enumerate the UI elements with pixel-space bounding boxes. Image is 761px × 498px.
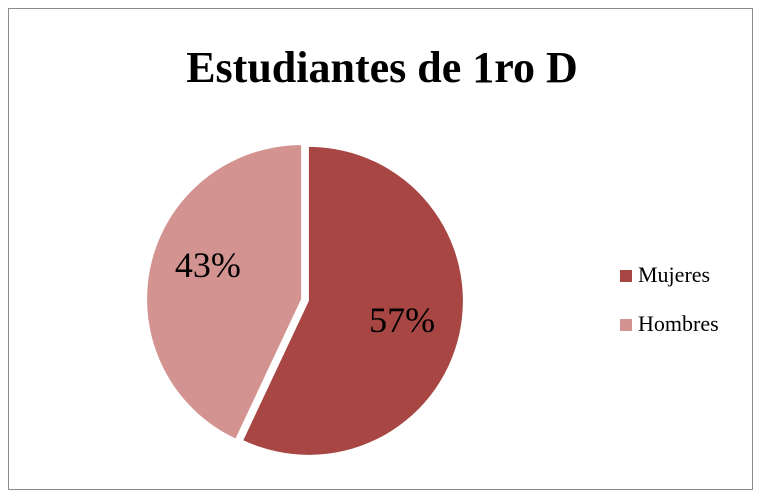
legend-swatch	[620, 270, 632, 282]
legend-label: Hombres	[638, 311, 719, 336]
data-label: 57%	[369, 300, 435, 340]
pie-slice	[147, 145, 302, 439]
legend-swatch	[620, 319, 632, 331]
chart-title: Estudiantes de 1ro D	[186, 43, 578, 92]
legend-label: Mujeres	[638, 262, 710, 287]
pie-slice	[243, 146, 463, 455]
data-label: 43%	[175, 245, 241, 285]
